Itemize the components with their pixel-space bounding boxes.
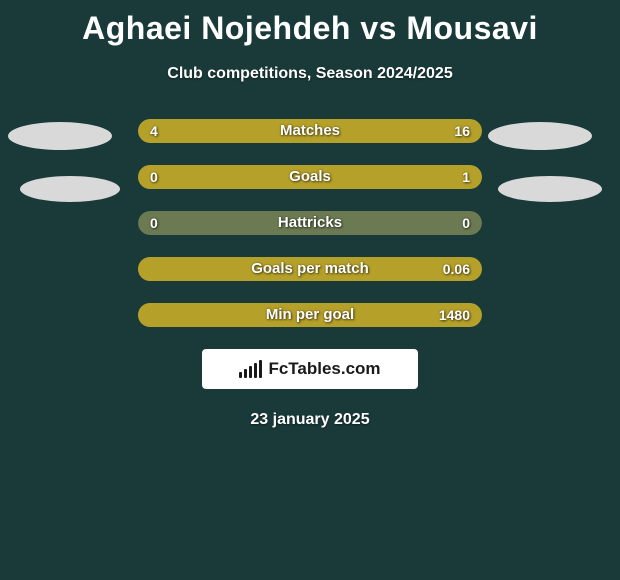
stat-right-value: 16 (454, 119, 470, 143)
stat-right-value: 1480 (439, 303, 470, 327)
logo-placeholder-left (8, 122, 112, 150)
brand-icon-bar (249, 366, 252, 378)
logo-placeholder-left (20, 176, 120, 202)
logo-placeholder-right (498, 176, 602, 202)
comparison-chart: 4Matches160Goals10Hattricks0Goals per ma… (0, 119, 620, 327)
stat-label: Matches (138, 119, 482, 143)
page-title: Aghaei Nojehdeh vs Mousavi (0, 0, 620, 47)
stat-row: 0Hattricks0 (138, 211, 482, 235)
stat-label: Min per goal (138, 303, 482, 327)
stat-row: 4Matches16 (138, 119, 482, 143)
stat-right-value: 1 (462, 165, 470, 189)
barchart-icon (239, 360, 262, 378)
stat-row: 0Goals1 (138, 165, 482, 189)
brand-icon-bar (239, 372, 242, 378)
stat-label: Hattricks (138, 211, 482, 235)
stat-right-value: 0.06 (443, 257, 470, 281)
stat-row: Min per goal1480 (138, 303, 482, 327)
stat-label: Goals (138, 165, 482, 189)
stat-right-value: 0 (462, 211, 470, 235)
stat-row: Goals per match0.06 (138, 257, 482, 281)
stat-label: Goals per match (138, 257, 482, 281)
logo-placeholder-right (488, 122, 592, 150)
brand-icon-bar (244, 369, 247, 378)
subtitle: Club competitions, Season 2024/2025 (0, 65, 620, 83)
brand-icon-bar (254, 363, 257, 378)
brand-badge[interactable]: FcTables.com (202, 349, 418, 389)
footer-date: 23 january 2025 (0, 411, 620, 429)
brand-text: FcTables.com (268, 359, 380, 379)
brand-icon-bar (259, 360, 262, 378)
